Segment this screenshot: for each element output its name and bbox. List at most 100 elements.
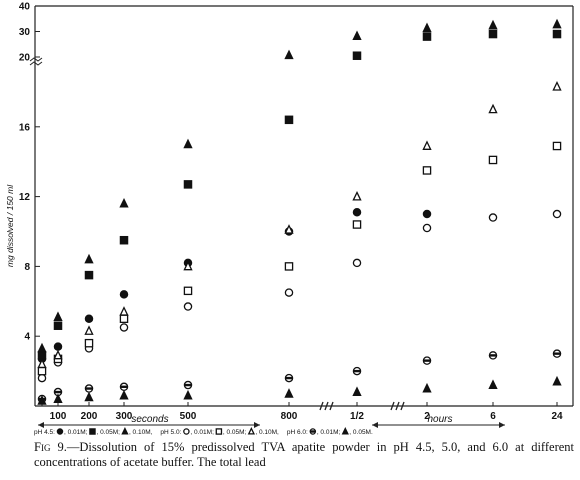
hours-arrow-head [499,422,505,428]
data-point [488,379,498,390]
data-point [284,49,294,60]
data-point [488,29,498,39]
marker-shape [284,115,294,125]
legend-text: pH 6.0: [287,429,308,436]
marker-shape [183,389,193,400]
marker-shape [53,349,63,360]
x-tick-label: 200 [81,411,98,422]
dissolution-chart: 4 8 12 16 20 30 40 mg dissolved / 150 ml 100 200… [5,2,574,436]
marker-shape [284,388,294,398]
data-point [183,302,193,311]
marker-shape [119,323,129,332]
marker-shape [37,342,47,353]
data-point [422,209,432,219]
series-ph-6-0-0-01m [37,349,562,404]
data-point [488,351,498,360]
data-point [284,115,294,125]
marker-shape [37,395,47,405]
legend-marker [89,428,96,435]
x-tick-label: 24 [551,411,563,422]
data-point [84,325,94,335]
data-point [284,224,294,234]
marker-shape [422,223,432,233]
legend-marker [247,427,255,435]
data-point [119,323,129,332]
legend-marker [341,427,349,435]
marker-shape [284,224,294,234]
legend-text: , 0.10M, [129,429,153,436]
series-ph-6-0-0-05m [37,375,562,405]
x-axis: 100 200 300 500 800 1/2 2 6 24 seconds hours [38,401,563,428]
marker-shape [119,389,129,400]
legend: pH 4.5: , 0.01M; , 0.05M; , 0.10M, pH 5.0: , … [34,427,373,436]
marker-shape [488,379,498,390]
data-point [53,393,63,403]
data-point [552,375,562,386]
marker-shape [352,190,362,201]
marker-shape [119,314,129,323]
data-point [84,253,94,264]
hours-label: hours [427,414,452,425]
marker-shape [352,208,362,217]
data-point [422,166,432,175]
legend-marker [183,428,190,435]
marker-bar [54,390,62,394]
marker-shape [119,306,129,316]
marker-shape [352,30,362,41]
marker-shape [56,428,64,435]
marker-shape [488,19,498,30]
legend-text: , 0.05M; [223,429,247,436]
legend-text: pH 4.5: [34,429,55,436]
marker-shape [119,235,129,245]
series-ph-5-0-0-01m [37,209,562,383]
data-point [552,18,562,29]
marker-shape [119,290,129,299]
data-point [552,141,562,151]
marker-shape [215,428,223,435]
data-point [422,140,432,150]
marker-shape [488,29,498,39]
marker-shape [422,166,432,175]
data-point [84,314,94,323]
marker-shape [84,391,94,402]
marker-shape [552,141,562,151]
marker-bar [310,430,316,433]
data-point [183,180,193,189]
legend-marker [56,428,64,435]
data-point [183,380,193,390]
data-point [119,389,129,400]
marker-shape [84,325,94,335]
caption-label: Fig 9. [34,440,67,454]
data-point [352,258,362,268]
x-break-mark [319,401,334,411]
marker-bar [184,383,192,387]
x-tick-label: 1/2 [350,411,364,422]
data-point [37,351,47,360]
seconds-arrow-head [38,422,44,428]
marker-shape [53,311,63,321]
data-point [352,190,362,201]
legend-text: , 0.01M; [64,429,88,436]
marker-shape [488,103,498,114]
data-point [53,311,63,321]
marker-shape [183,180,193,189]
data-point [422,22,432,33]
data-point [183,286,193,296]
marker-shape [183,302,193,311]
marker-shape [422,140,432,150]
legend-marker [309,428,317,435]
data-point [352,386,362,397]
marker-bar [85,387,93,390]
data-point [183,389,193,400]
figure-caption: Fig 9.—Dissolution of 15% predissolved T… [34,440,574,470]
y-axis: 4 8 12 16 20 30 40 mg dissolved / 150 ml [5,2,43,343]
data-point [37,358,47,369]
data-point [84,391,94,402]
marker-shape [247,427,255,435]
data-point [422,382,432,393]
marker-shape [352,386,362,397]
data-point [119,306,129,316]
data-point [422,356,432,365]
marker-shape [84,253,94,264]
marker-shape [37,373,47,383]
